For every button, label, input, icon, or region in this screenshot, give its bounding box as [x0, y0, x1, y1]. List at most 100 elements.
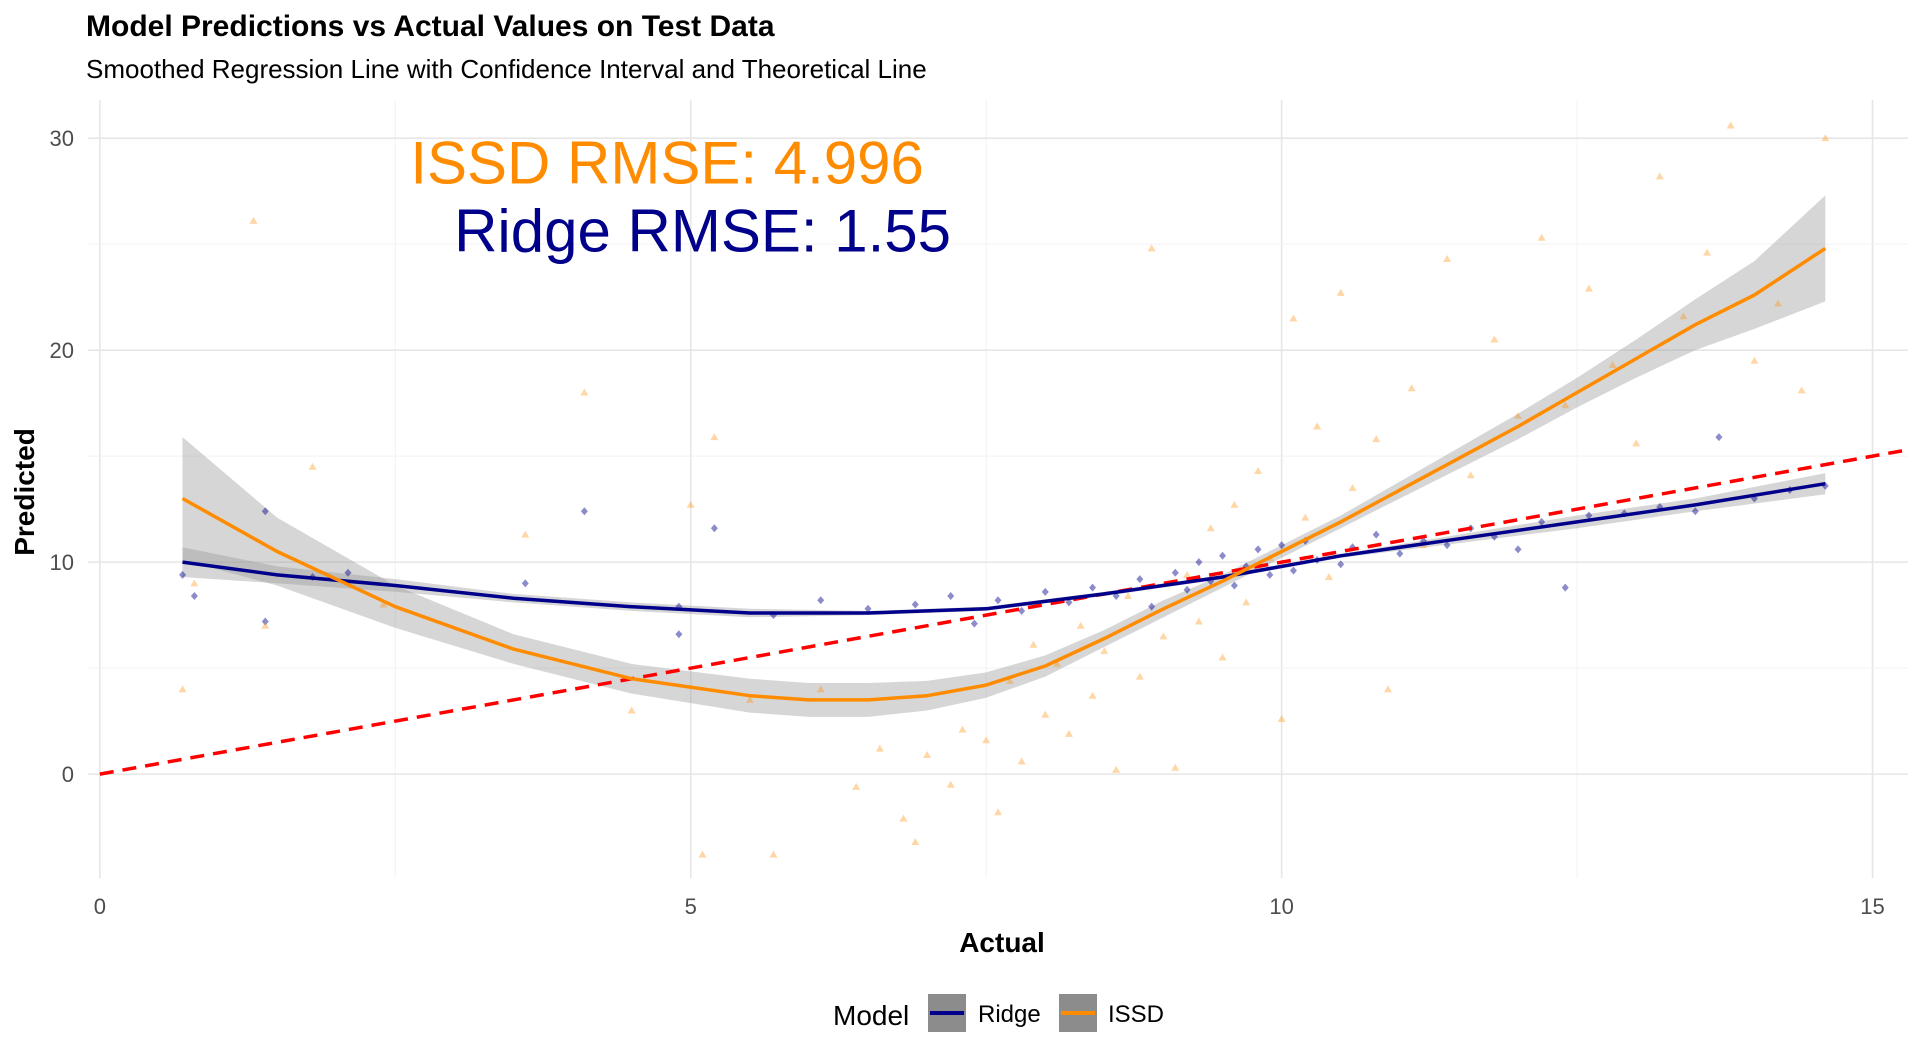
issd-point	[249, 216, 258, 224]
issd-point	[1053, 659, 1062, 667]
issd-point	[1750, 356, 1759, 364]
ridge-rmse-annotation: Ridge RMSE: 1.55	[454, 197, 951, 264]
issd-point	[190, 579, 199, 587]
ridge-point	[675, 630, 683, 639]
y-tick-label: 20	[50, 338, 74, 363]
ridge-point	[1065, 598, 1073, 607]
issd-point	[1183, 570, 1192, 578]
ridge-point	[1219, 551, 1227, 560]
issd-point	[686, 500, 695, 508]
issd-point	[308, 462, 317, 470]
issd-point	[1242, 598, 1251, 606]
issd-point	[1100, 647, 1109, 655]
ridge-point	[911, 600, 919, 609]
issd-point	[1632, 439, 1641, 447]
ridge-point	[1183, 585, 1191, 594]
issd-point	[580, 388, 589, 396]
issd-smooth-line	[181, 246, 1827, 702]
issd-point	[958, 725, 967, 733]
ridge-point	[1396, 549, 1404, 558]
issd-point	[698, 850, 707, 858]
issd-point	[1336, 288, 1345, 296]
issd-point	[1159, 632, 1168, 640]
ridge-point	[1278, 541, 1286, 550]
issd-point	[1194, 617, 1203, 625]
ridge-point	[521, 579, 529, 588]
y-tick-label: 30	[50, 126, 74, 151]
y-tick-label: 0	[62, 762, 74, 787]
issd-point	[1029, 640, 1038, 648]
ridge-point	[994, 596, 1002, 605]
y-tick-label: 10	[50, 550, 74, 575]
ridge-point	[261, 507, 269, 516]
issd-point	[1537, 233, 1546, 241]
chart-title: Model Predictions vs Actual Values on Te…	[86, 10, 775, 43]
issd-point	[1384, 685, 1392, 693]
ridge-point	[1195, 558, 1203, 567]
issd-point	[875, 744, 884, 752]
issd-point	[899, 814, 908, 822]
issd-point	[1171, 763, 1180, 771]
issd-point	[1135, 672, 1144, 680]
issd-point	[911, 837, 920, 845]
issd-point	[1821, 134, 1830, 142]
issd-point	[1277, 715, 1286, 723]
issd-point	[261, 621, 270, 629]
ridge-smooth-line	[182, 481, 1826, 615]
issd-point	[1041, 710, 1050, 718]
issd-point	[379, 600, 388, 608]
issd-point	[1230, 500, 1239, 508]
ridge-point	[1089, 583, 1097, 592]
legend-label-issd: ISSD	[1108, 1001, 1164, 1028]
x-tick-label: 5	[685, 894, 697, 919]
legend-label-ridge: Ridge	[978, 1001, 1041, 1028]
issd-point	[769, 850, 778, 858]
issd-point	[1005, 676, 1014, 684]
ridge-confidence-band	[182, 473, 1826, 618]
issd-point	[1490, 335, 1499, 343]
ridge-point	[1266, 570, 1274, 579]
issd-point	[1124, 592, 1132, 600]
ridge-point	[864, 604, 872, 613]
issd-point	[1064, 729, 1073, 737]
issd-point	[1289, 314, 1298, 322]
ridge-point	[1289, 566, 1297, 575]
ridge-point	[179, 570, 187, 579]
issd-point	[710, 433, 719, 441]
issd-point	[1797, 386, 1806, 394]
ridge-point	[1561, 583, 1569, 592]
issd-point	[1561, 401, 1570, 409]
ridge-point	[261, 617, 269, 626]
ridge-point	[190, 592, 198, 601]
x-tick-label: 0	[94, 894, 106, 919]
issd-point	[994, 808, 1002, 816]
ridge-point	[1254, 545, 1262, 554]
ridge-point	[947, 592, 955, 601]
y-axis-title: Predicted	[9, 428, 40, 556]
scatter-points	[178, 121, 1830, 858]
issd-point	[1726, 121, 1735, 129]
issd-rmse-annotation: ISSD RMSE: 4.996	[410, 129, 924, 196]
ridge-point	[580, 507, 588, 516]
issd-point	[1372, 435, 1381, 443]
issd-point	[946, 780, 955, 788]
issd-point	[1514, 411, 1522, 419]
issd-point	[627, 706, 636, 714]
x-tick-label: 15	[1860, 894, 1884, 919]
ridge-point	[344, 568, 352, 577]
ridge-point	[1715, 433, 1723, 442]
ridge-point	[710, 524, 718, 533]
x-tick-label: 10	[1269, 894, 1293, 919]
issd-point	[816, 685, 825, 693]
ridge-point	[1538, 517, 1546, 526]
grid	[88, 100, 1908, 878]
issd-point	[1466, 471, 1475, 479]
issd-point	[178, 685, 187, 693]
issd-point	[1218, 653, 1227, 661]
issd-point	[1206, 524, 1215, 532]
ridge-point	[1018, 606, 1026, 615]
issd-point	[1088, 691, 1097, 699]
issd-point	[1112, 765, 1121, 773]
legend-title: Model	[833, 1000, 909, 1031]
